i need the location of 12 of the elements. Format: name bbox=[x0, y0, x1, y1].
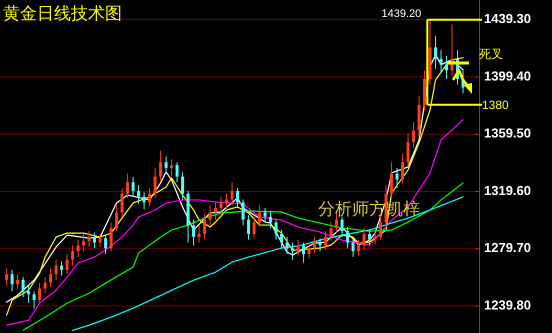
ref-line-label: 1380 bbox=[482, 98, 510, 112]
line-series bbox=[72, 196, 464, 331]
y-tick-label: 1359.50 bbox=[484, 126, 531, 141]
y-tick-label: 1319.60 bbox=[484, 182, 531, 198]
y-tick-label: 1239.80 bbox=[484, 297, 531, 312]
y-tick-label: 1399.40 bbox=[484, 68, 531, 84]
y-tick-label: 1279.70 bbox=[484, 240, 531, 256]
chart-title: 黄金日线技术图 bbox=[3, 4, 122, 23]
line-series bbox=[6, 119, 464, 326]
y-tick-label: 1439.30 bbox=[484, 11, 531, 26]
annotation: 1439.20 bbox=[382, 8, 422, 20]
line-series bbox=[22, 182, 464, 331]
